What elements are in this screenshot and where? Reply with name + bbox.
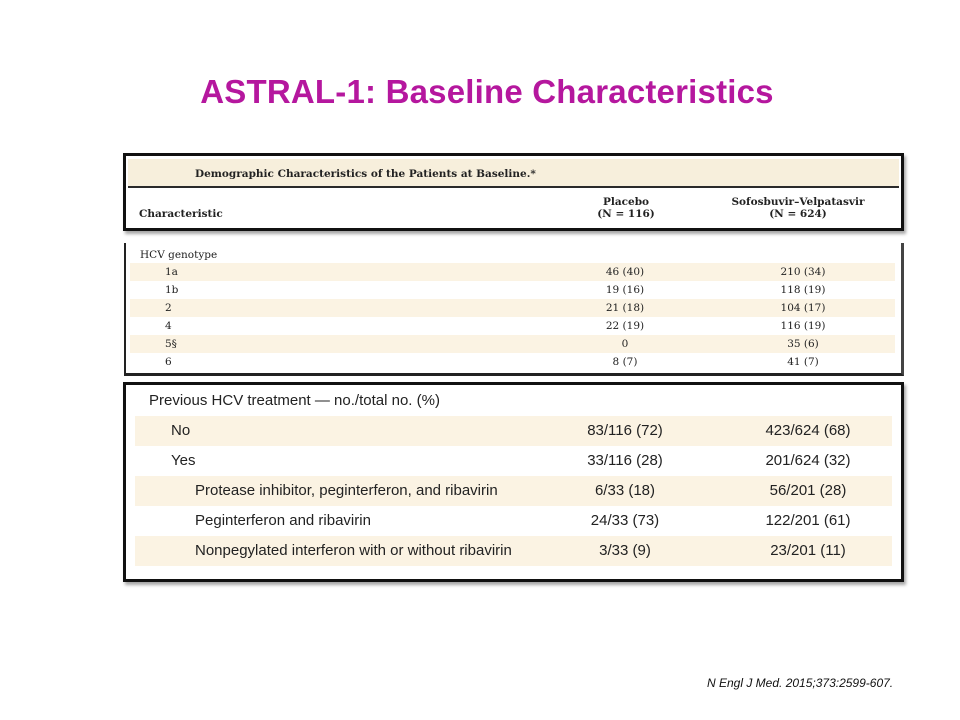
col-header-sof-label: Sofosbuvir–Velpatasvir: [731, 196, 865, 208]
row-label: 1a: [165, 266, 178, 278]
table-row: 6 8 (7) 41 (7): [130, 353, 895, 371]
row-label: Peginterferon and ribavirin: [195, 512, 371, 529]
row-label: 2: [165, 302, 172, 314]
col-header-sof: Sofosbuvir–Velpatasvir (N = 624): [708, 196, 888, 220]
row-placebo: 0: [621, 338, 629, 350]
table-row: No 83/116 (72) 423/624 (68): [135, 416, 892, 446]
row-label: 1b: [165, 284, 179, 296]
row-placebo: 46 (40): [605, 266, 645, 278]
table-row: Nonpegylated interferon with or without …: [135, 536, 892, 566]
row-sof: 56/201 (28): [769, 482, 847, 499]
table-row: 1b 19 (16) 118 (19): [130, 281, 895, 299]
row-label: Nonpegylated interferon with or without …: [195, 542, 512, 559]
row-sof: 201/624 (32): [765, 452, 851, 469]
col-header-placebo-label: Placebo: [602, 196, 650, 208]
row-placebo: 24/33 (73): [590, 512, 660, 529]
col-header-characteristic: Characteristic: [139, 208, 223, 220]
row-label: 5§: [165, 338, 177, 350]
treatment-heading: Previous HCV treatment — no./total no. (…: [149, 392, 440, 409]
table-row: Peginterferon and ribavirin 24/33 (73) 1…: [135, 506, 892, 536]
row-placebo: 3/33 (9): [599, 542, 651, 559]
treatment-panel: Previous HCV treatment — no./total no. (…: [123, 382, 904, 582]
row-sof: 118 (19): [780, 284, 826, 296]
row-sof: 423/624 (68): [765, 422, 851, 439]
row-placebo: 8 (7): [612, 356, 638, 368]
row-sof: 35 (6): [787, 338, 819, 350]
table-row: 1a 46 (40) 210 (34): [130, 263, 895, 281]
genotype-heading-row: HCV genotype: [130, 246, 895, 264]
caption-bar: Demographic Characteristics of the Patie…: [128, 159, 899, 188]
row-sof: 210 (34): [780, 266, 826, 278]
table-header-panel: Demographic Characteristics of the Patie…: [123, 153, 904, 231]
row-placebo: 22 (19): [605, 320, 645, 332]
row-label: No: [171, 422, 191, 439]
row-label: 6: [165, 356, 172, 368]
col-header-placebo: Placebo (N = 116): [566, 196, 686, 220]
treatment-heading-row: Previous HCV treatment — no./total no. (…: [135, 386, 892, 416]
row-sof: 122/201 (61): [765, 512, 851, 529]
row-sof: 104 (17): [780, 302, 826, 314]
table-row: 5§ 0 35 (6): [130, 335, 895, 353]
citation: N Engl J Med. 2015;373:2599-607.: [707, 676, 894, 690]
slide-title: ASTRAL-1: Baseline Characteristics: [200, 73, 774, 110]
row-label: 4: [165, 320, 172, 332]
table-caption: Demographic Characteristics of the Patie…: [195, 168, 536, 180]
row-sof: 116 (19): [780, 320, 826, 332]
row-placebo: 33/116 (28): [587, 452, 663, 469]
row-placebo: 19 (16): [605, 284, 645, 296]
table-row: 2 21 (18) 104 (17): [130, 299, 895, 317]
genotype-panel: HCV genotype 1a 46 (40) 210 (34) 1b 19 (…: [124, 243, 904, 376]
row-sof: 41 (7): [787, 356, 819, 368]
table-row: 4 22 (19) 116 (19): [130, 317, 895, 335]
row-label: Yes: [171, 452, 196, 469]
table-row: Yes 33/116 (28) 201/624 (32): [135, 446, 892, 476]
row-label: Protease inhibitor, peginterferon, and r…: [195, 482, 498, 499]
row-placebo: 21 (18): [605, 302, 645, 314]
col-header-placebo-n: (N = 116): [597, 208, 655, 220]
genotype-heading: HCV genotype: [140, 249, 218, 261]
table-row: Protease inhibitor, peginterferon, and r…: [135, 476, 892, 506]
row-placebo: 83/116 (72): [587, 422, 663, 439]
col-header-sof-n: (N = 624): [769, 208, 827, 220]
row-placebo: 6/33 (18): [594, 482, 656, 499]
row-sof: 23/201 (11): [770, 542, 846, 559]
